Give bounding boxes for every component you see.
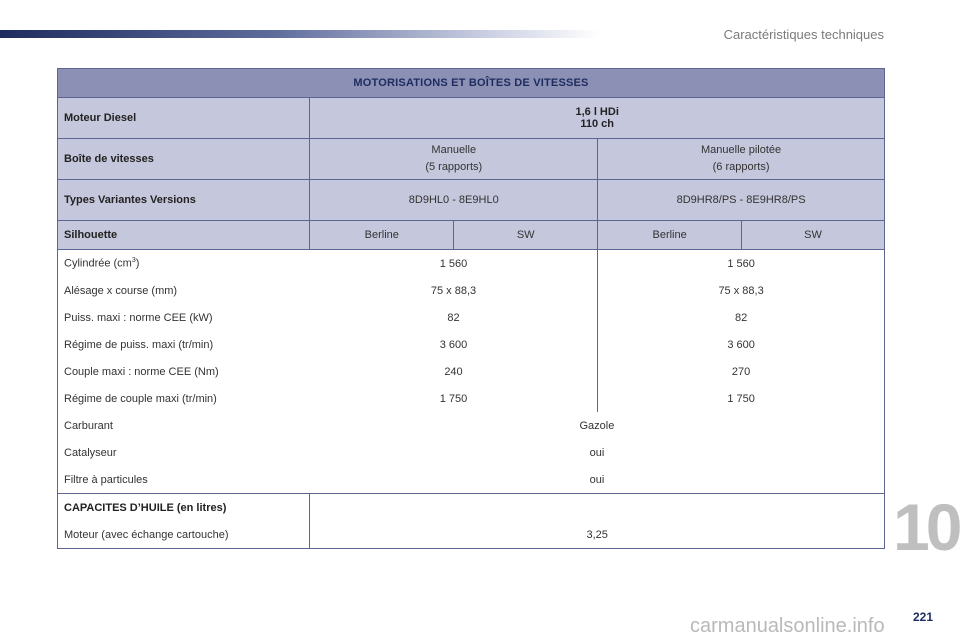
- fuel-value: Gazole: [309, 412, 885, 439]
- row-value-piloted: 3 600: [597, 331, 885, 358]
- row-label: Alésage x course (mm): [56, 277, 310, 304]
- silhouette-cell: Berline: [309, 220, 455, 250]
- row-label: Régime de puiss. maxi (tr/min): [56, 331, 310, 358]
- catalyst-label: Catalyseur: [56, 439, 310, 466]
- table-row: Régime de puiss. maxi (tr/min) 3 600 3 6…: [56, 331, 885, 358]
- row-value-manual: 1 750: [309, 385, 599, 412]
- filter-label: Filtre à particules: [56, 466, 310, 494]
- row-value-piloted: 75 x 88,3: [597, 277, 885, 304]
- oil-label: Moteur (avec échange cartouche): [56, 521, 311, 549]
- gearbox-manual-line1: Manuelle: [431, 144, 477, 156]
- engine-label: Moteur Diesel: [56, 97, 311, 139]
- table-row: Régime de couple maxi (tr/min) 1 750 1 7…: [56, 385, 885, 412]
- engine-row: Moteur Diesel 1,6 l HDi 110 ch: [56, 97, 885, 139]
- row-label: Couple maxi : norme CEE (Nm): [56, 358, 310, 385]
- row-value-piloted: 1 560: [597, 249, 885, 277]
- silhouette-cell: SW: [741, 220, 885, 250]
- gearbox-row: Boîte de vitesses Manuelle (5 rapports) …: [56, 138, 885, 180]
- silhouette-cell: Berline: [597, 220, 743, 250]
- table-row: Alésage x course (mm) 75 x 88,3 75 x 88,…: [56, 277, 885, 304]
- silhouette-cell: SW: [453, 220, 599, 250]
- row-value-piloted: 1 750: [597, 385, 885, 412]
- fuel-row: Carburant Gazole: [56, 412, 885, 439]
- specifications-table: MOTORISATIONS ET BOÎTES DE VITESSES Mote…: [56, 68, 885, 549]
- row-label: Régime de couple maxi (tr/min): [56, 385, 310, 412]
- gearbox-piloted-line2: (6 rapports): [712, 161, 770, 173]
- row-value-manual: 82: [309, 304, 599, 331]
- filter-row: Filtre à particules oui: [56, 466, 885, 494]
- oil-title-spacer: [309, 493, 885, 521]
- row-value-piloted: 82: [597, 304, 885, 331]
- silhouette-label: Silhouette: [56, 220, 311, 250]
- gearbox-manual: Manuelle (5 rapports): [309, 138, 599, 180]
- types-manual: 8D9HL0 - 8E9HL0: [309, 179, 599, 221]
- table-row: Cylindrée (cm3) 1 560 1 560: [56, 249, 885, 277]
- header-accent-bar: [0, 30, 600, 38]
- table-title: MOTORISATIONS ET BOÎTES DE VITESSES: [57, 68, 885, 98]
- row-value-manual: 3 600: [309, 331, 599, 358]
- catalyst-row: Catalyseur oui: [56, 439, 885, 466]
- gearbox-piloted: Manuelle pilotée (6 rapports): [597, 138, 885, 180]
- types-piloted: 8D9HR8/PS - 8E9HR8/PS: [597, 179, 885, 221]
- engine-value-line2: 110 ch: [580, 118, 614, 130]
- row-label: Cylindrée (cm3): [56, 249, 310, 277]
- row-value-manual: 1 560: [309, 249, 599, 277]
- silhouette-row: Silhouette Berline SW Berline SW: [56, 220, 885, 250]
- gearbox-piloted-line1: Manuelle pilotée: [701, 144, 782, 156]
- table-title-row: MOTORISATIONS ET BOÎTES DE VITESSES: [57, 68, 885, 98]
- engine-value-line1: 1,6 l HDi: [575, 106, 619, 118]
- row-value-manual: 75 x 88,3: [309, 277, 599, 304]
- gearbox-manual-line2: (5 rapports): [425, 161, 483, 173]
- row-label: Puiss. maxi : norme CEE (kW): [56, 304, 310, 331]
- engine-value: 1,6 l HDi 110 ch: [309, 97, 885, 139]
- types-row: Types Variantes Versions 8D9HL0 - 8E9HL0…: [56, 179, 885, 221]
- fuel-label: Carburant: [56, 412, 310, 439]
- watermark-text: carmanualsonline.info: [690, 615, 885, 637]
- chapter-number: 10: [893, 490, 960, 564]
- catalyst-value: oui: [309, 439, 885, 466]
- gearbox-label: Boîte de vitesses: [56, 138, 311, 180]
- oil-value: 3,25: [309, 521, 885, 549]
- types-label: Types Variantes Versions: [56, 179, 311, 221]
- section-title: Caractéristiques techniques: [723, 27, 884, 42]
- oil-row: Moteur (avec échange cartouche) 3,25: [56, 521, 885, 549]
- table-row: Couple maxi : norme CEE (Nm) 240 270: [56, 358, 885, 385]
- oil-title-row: CAPACITES D’HUILE (en litres): [56, 493, 885, 521]
- row-value-piloted: 270: [597, 358, 885, 385]
- page-number: 221: [913, 610, 934, 624]
- filter-value: oui: [309, 466, 885, 494]
- oil-title: CAPACITES D’HUILE (en litres): [56, 493, 311, 521]
- table-row: Puiss. maxi : norme CEE (kW) 82 82: [56, 304, 885, 331]
- row-value-manual: 240: [309, 358, 599, 385]
